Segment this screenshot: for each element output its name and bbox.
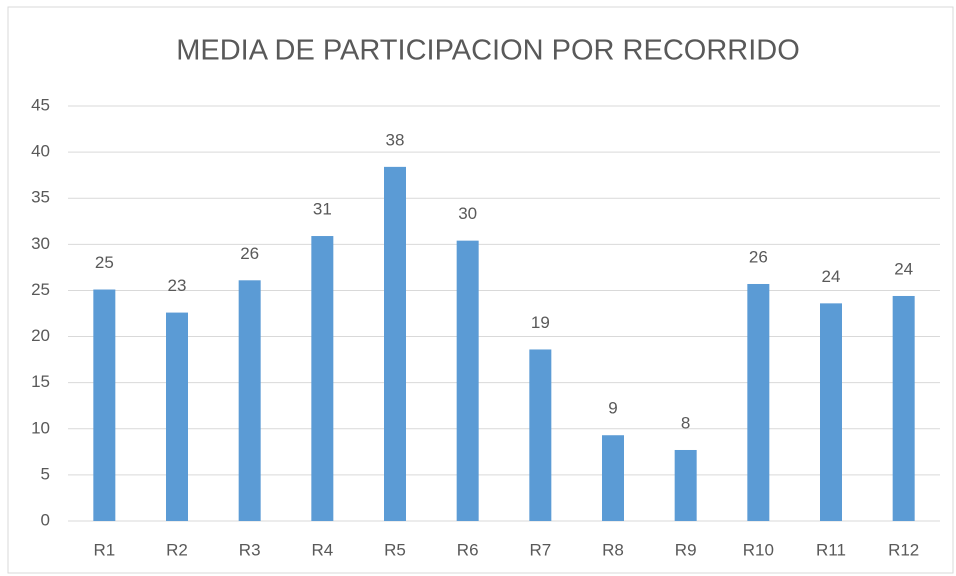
bar bbox=[602, 435, 624, 521]
y-tick-label: 45 bbox=[31, 95, 50, 114]
bar bbox=[529, 349, 552, 521]
x-tick-label: R9 bbox=[675, 540, 697, 559]
bar bbox=[747, 283, 770, 521]
bar bbox=[456, 240, 479, 521]
bar bbox=[384, 166, 406, 521]
y-tick-label: 20 bbox=[31, 326, 50, 345]
x-tick-label: R2 bbox=[166, 540, 188, 559]
y-tick-label: 10 bbox=[31, 418, 50, 437]
y-tick-label: 40 bbox=[31, 142, 50, 161]
x-tick-label: R12 bbox=[888, 540, 919, 559]
y-tick-label: 15 bbox=[31, 372, 50, 391]
x-tick-label: R1 bbox=[93, 540, 115, 559]
bar bbox=[166, 312, 188, 521]
data-label: 24 bbox=[894, 259, 913, 278]
y-tick-label: 35 bbox=[31, 188, 50, 207]
bar bbox=[674, 449, 697, 521]
data-label: 26 bbox=[240, 244, 259, 263]
bar bbox=[311, 236, 334, 522]
bar bbox=[93, 289, 116, 521]
data-label: 8 bbox=[681, 413, 690, 432]
data-label: 9 bbox=[608, 399, 617, 418]
bar bbox=[892, 295, 915, 521]
data-label: 30 bbox=[458, 204, 477, 223]
x-tick-label: R4 bbox=[311, 540, 333, 559]
x-tick-label: R7 bbox=[529, 540, 551, 559]
x-tick-label: R8 bbox=[602, 540, 624, 559]
data-label: 25 bbox=[95, 253, 114, 272]
data-label: 24 bbox=[822, 267, 841, 286]
x-tick-label: R5 bbox=[384, 540, 406, 559]
x-tick-label: R6 bbox=[457, 540, 479, 559]
data-label: 23 bbox=[168, 276, 187, 295]
y-tick-label: 0 bbox=[41, 510, 50, 529]
chart-title: MEDIA DE PARTICIPACION POR RECORRIDO bbox=[176, 35, 800, 67]
y-tick-label: 25 bbox=[31, 280, 50, 299]
y-tick-label: 5 bbox=[41, 464, 50, 483]
data-label: 26 bbox=[749, 247, 768, 266]
bar bbox=[238, 280, 261, 521]
x-tick-label: R11 bbox=[816, 540, 846, 559]
bar bbox=[820, 303, 842, 521]
data-label: 38 bbox=[386, 130, 405, 149]
x-tick-label: R3 bbox=[239, 540, 261, 559]
data-label: 31 bbox=[313, 200, 332, 219]
data-label: 19 bbox=[531, 313, 550, 332]
x-tick-label: R10 bbox=[743, 540, 774, 559]
y-tick-label: 30 bbox=[31, 234, 50, 253]
